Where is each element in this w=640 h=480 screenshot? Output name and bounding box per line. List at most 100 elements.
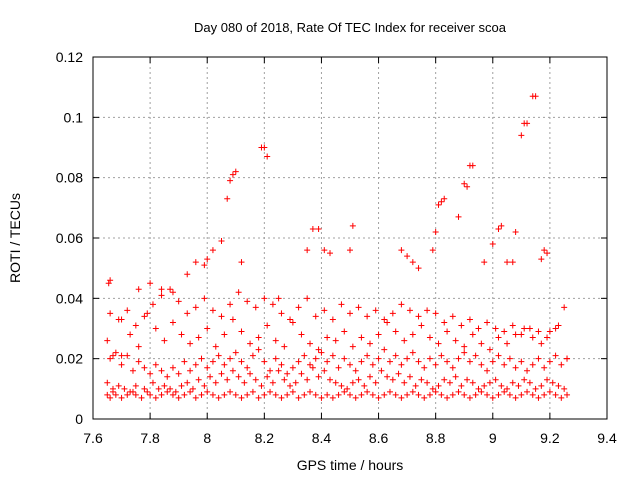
data-point — [429, 385, 436, 392]
data-point — [115, 316, 122, 323]
data-point — [372, 307, 379, 314]
data-point — [424, 307, 431, 314]
data-point — [555, 382, 562, 389]
data-point — [181, 391, 188, 398]
data-point — [304, 295, 311, 302]
data-point — [461, 349, 468, 356]
data-point — [472, 352, 479, 359]
data-point — [409, 331, 416, 338]
data-point — [158, 367, 165, 374]
data-point — [309, 364, 316, 371]
data-point — [484, 367, 491, 374]
data-point — [389, 376, 396, 383]
data-point — [509, 379, 516, 386]
data-point — [149, 379, 156, 386]
data-point — [504, 259, 511, 266]
data-point — [441, 195, 448, 202]
data-point — [558, 361, 565, 368]
x-tick-label: 8.8 — [426, 430, 446, 446]
data-point — [324, 391, 331, 398]
data-point — [204, 364, 211, 371]
data-point — [369, 391, 376, 398]
data-point — [127, 331, 134, 338]
data-point — [475, 325, 482, 332]
data-point — [538, 340, 545, 347]
data-point — [309, 225, 316, 232]
data-point — [529, 334, 536, 341]
data-point — [372, 379, 379, 386]
data-point — [386, 358, 393, 365]
data-point — [561, 385, 568, 392]
data-point — [232, 168, 239, 175]
data-point — [118, 394, 125, 401]
data-point — [358, 391, 365, 398]
data-point — [384, 319, 391, 326]
data-point — [178, 331, 185, 338]
data-point — [501, 388, 508, 395]
data-point — [552, 325, 559, 332]
data-point — [366, 373, 373, 380]
data-point — [104, 379, 111, 386]
data-point — [424, 379, 431, 386]
data-point — [375, 331, 382, 338]
data-point — [321, 307, 328, 314]
data-point — [227, 388, 234, 395]
x-tick-label: 8.6 — [369, 430, 389, 446]
data-point — [104, 337, 111, 344]
data-point — [209, 307, 216, 314]
y-tick-label: 0.08 — [56, 170, 83, 186]
data-point — [304, 247, 311, 254]
data-point — [369, 361, 376, 368]
data-point — [218, 238, 225, 245]
data-point — [398, 247, 405, 254]
data-point — [404, 391, 411, 398]
data-point — [327, 250, 334, 257]
data-point — [138, 394, 145, 401]
data-point — [384, 373, 391, 380]
grid-lines — [93, 57, 607, 419]
data-point — [144, 310, 151, 317]
data-point — [147, 370, 154, 377]
data-point — [521, 325, 528, 332]
data-point — [121, 385, 128, 392]
data-point — [229, 171, 236, 178]
data-point — [481, 382, 488, 389]
data-point — [218, 370, 225, 377]
data-point — [518, 132, 525, 139]
data-point — [212, 379, 219, 386]
data-point — [161, 382, 168, 389]
data-point — [147, 280, 154, 287]
data-point — [312, 313, 319, 320]
data-point — [446, 379, 453, 386]
data-point — [558, 394, 565, 401]
data-point — [198, 391, 205, 398]
data-point — [438, 352, 445, 359]
data-point — [124, 391, 131, 398]
data-point — [169, 364, 176, 371]
data-point — [406, 307, 413, 314]
data-point — [347, 391, 353, 398]
data-point — [135, 358, 142, 365]
data-point — [526, 379, 533, 386]
data-point — [452, 337, 459, 344]
data-point — [338, 382, 345, 389]
chart-title: Day 080 of 2018, Rate Of TEC Index for r… — [194, 20, 507, 35]
data-point — [105, 280, 112, 287]
data-point — [404, 355, 411, 362]
data-point — [267, 367, 274, 374]
data-point — [541, 391, 548, 398]
data-point — [149, 301, 156, 308]
data-point — [258, 382, 265, 389]
data-point — [135, 343, 142, 350]
data-point — [135, 286, 142, 293]
data-point — [458, 382, 465, 389]
data-point — [512, 364, 519, 371]
data-point — [515, 382, 522, 389]
data-point — [358, 358, 365, 365]
data-point — [201, 295, 208, 302]
data-point — [244, 391, 251, 398]
data-point — [272, 391, 279, 398]
data-point — [378, 367, 385, 374]
data-point — [435, 382, 442, 389]
data-point — [555, 322, 562, 329]
